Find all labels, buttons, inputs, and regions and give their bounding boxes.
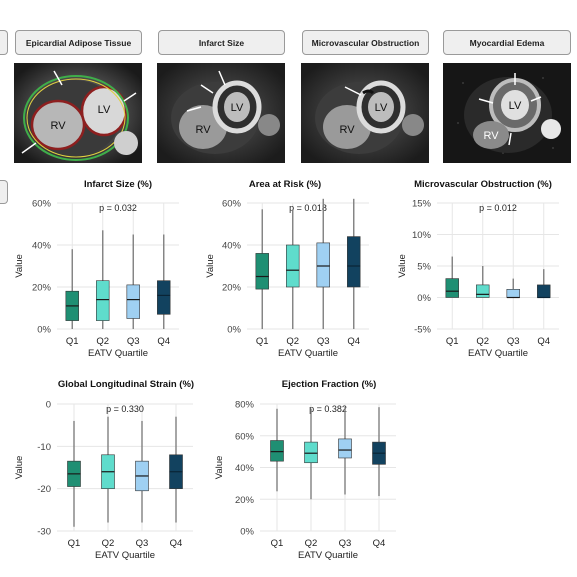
y-tick-label: 0% — [37, 325, 51, 336]
x-axis-label: EATV Quartile — [278, 348, 338, 359]
box-q2 — [304, 441, 318, 464]
x-tick-label: Q1 — [271, 538, 284, 549]
x-axis-label: EATV Quartile — [95, 550, 155, 561]
mri-label-rv: RV — [483, 130, 499, 142]
chart-title: Infarct Size (%) — [84, 179, 152, 190]
mri-label-lv: LV — [98, 104, 111, 116]
x-tick-label: Q2 — [476, 336, 489, 347]
x-tick-label: Q3 — [127, 336, 140, 347]
y-tick-label: -5% — [414, 325, 431, 336]
box-q4 — [347, 236, 361, 288]
x-tick-label: Q2 — [305, 538, 318, 549]
p-value-label: p = 0.330 — [106, 404, 144, 414]
y-tick-label: -10 — [37, 442, 51, 453]
x-tick-label: Q4 — [170, 538, 183, 549]
x-tick-label: Q2 — [286, 336, 299, 347]
mri-label-lv: LV — [231, 102, 244, 114]
y-axis-label: Value — [214, 456, 225, 480]
p-value-label: p = 0.032 — [99, 203, 137, 213]
x-axis-label: EATV Quartile — [88, 348, 148, 359]
y-tick-label: 0% — [417, 293, 431, 304]
x-tick-label: Q3 — [136, 538, 149, 549]
y-axis-label: Value — [14, 456, 25, 480]
y-tick-label: 80% — [235, 400, 255, 411]
left-tab-top — [0, 30, 8, 55]
box-q1 — [270, 440, 284, 462]
box-q3 — [506, 289, 520, 298]
chart-title: Area at Risk (%) — [249, 179, 321, 190]
x-tick-label: Q1 — [68, 538, 81, 549]
y-axis-label: Value — [205, 254, 216, 278]
chart-title: Ejection Fraction (%) — [282, 379, 376, 390]
mri-label-rv: RV — [195, 124, 211, 136]
box-q4 — [157, 280, 171, 315]
header-myocardial-edema: Myocardial Edema — [443, 30, 571, 55]
y-tick-label: -20 — [37, 484, 51, 495]
box-q3 — [126, 284, 140, 319]
y-tick-label: 0% — [240, 527, 254, 538]
box-q2 — [96, 280, 110, 321]
x-tick-label: Q4 — [347, 336, 360, 347]
mri-label-lv: LV — [509, 100, 522, 112]
chart-title: Microvascular Obstruction (%) — [414, 179, 552, 190]
mri-label-rv: RV — [50, 120, 66, 132]
x-tick-label: Q1 — [446, 336, 459, 347]
header-epicardial-adipose-tissue: Epicardial Adipose Tissue — [15, 30, 142, 55]
mri-image-infarct-size: LV RV — [157, 63, 285, 163]
mri-label-lv: LV — [375, 102, 388, 114]
y-tick-label: 5% — [417, 262, 431, 273]
mri-image-epicardial-adipose-tissue: LV RV — [14, 63, 142, 163]
x-axis-label: EATV Quartile — [468, 348, 528, 359]
x-tick-label: Q1 — [256, 336, 269, 347]
p-value-label: p = 0.382 — [309, 404, 347, 414]
mri-image-myocardial-edema: LV RV — [443, 63, 571, 163]
x-tick-label: Q3 — [317, 336, 330, 347]
mri-image-microvascular-obstruction: LV RV — [301, 63, 429, 163]
x-tick-label: Q4 — [537, 336, 550, 347]
y-tick-label: 0% — [227, 325, 241, 336]
y-tick-label: 20% — [32, 283, 52, 294]
y-tick-label: 10% — [412, 230, 432, 241]
box-q3 — [338, 438, 352, 459]
p-value-label: p = 0.018 — [289, 203, 327, 213]
y-tick-label: 60% — [222, 199, 242, 210]
mri-label-rv: RV — [339, 124, 355, 136]
x-tick-label: Q4 — [157, 336, 170, 347]
x-tick-label: Q3 — [507, 336, 520, 347]
left-tab-bottom — [0, 180, 8, 204]
y-tick-label: 60% — [235, 431, 255, 442]
y-tick-label: 40% — [235, 463, 255, 474]
y-tick-label: 0 — [46, 400, 51, 411]
box-q1 — [445, 278, 459, 298]
box-q1 — [255, 253, 269, 290]
box-q2 — [286, 244, 300, 288]
y-tick-label: 40% — [32, 241, 52, 252]
y-axis-label: Value — [397, 254, 408, 278]
chart-title: Global Longitudinal Strain (%) — [58, 379, 194, 390]
x-tick-label: Q4 — [373, 538, 386, 549]
y-tick-label: -30 — [37, 527, 51, 538]
x-tick-label: Q3 — [339, 538, 352, 549]
x-tick-label: Q2 — [102, 538, 115, 549]
x-axis-label: EATV Quartile — [298, 550, 358, 561]
box-q2 — [476, 284, 490, 298]
y-tick-label: 20% — [222, 283, 242, 294]
y-tick-label: 15% — [412, 199, 432, 210]
y-tick-label: 20% — [235, 495, 255, 506]
y-tick-label: 60% — [32, 199, 52, 210]
x-tick-label: Q2 — [96, 336, 109, 347]
x-tick-label: Q1 — [66, 336, 79, 347]
y-axis-label: Value — [14, 254, 25, 278]
header-microvascular-obstruction: Microvascular Obstruction — [302, 30, 429, 55]
p-value-label: p = 0.012 — [479, 203, 517, 213]
header-infarct-size: Infarct Size — [158, 30, 285, 55]
box-q3 — [316, 242, 330, 288]
box-q4 — [537, 284, 551, 298]
y-tick-label: 40% — [222, 241, 242, 252]
